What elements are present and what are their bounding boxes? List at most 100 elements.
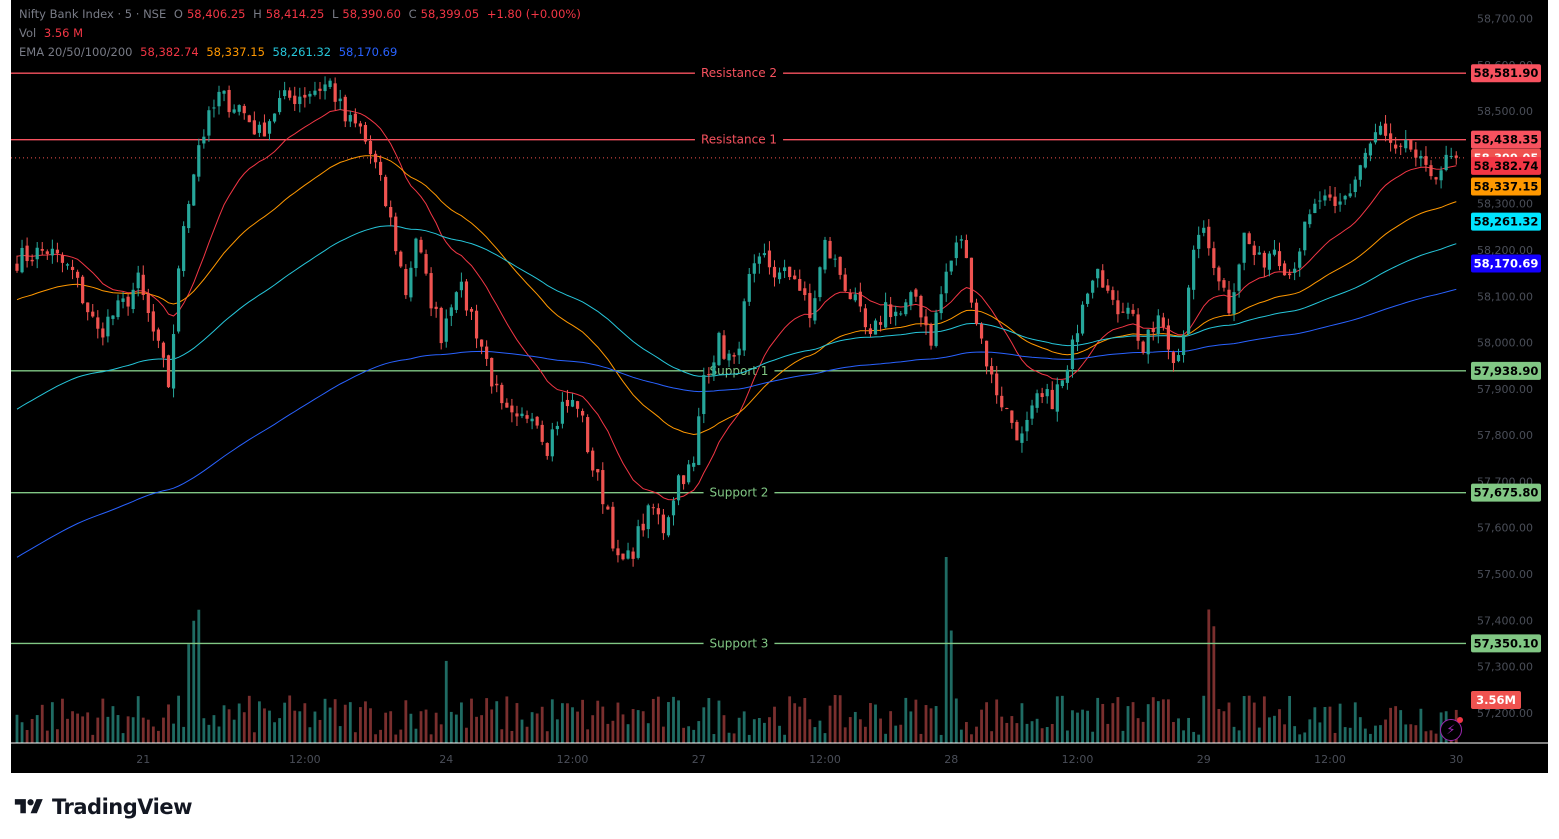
volume-bar bbox=[318, 719, 322, 743]
volume-bar bbox=[1060, 695, 1064, 743]
volume-bar bbox=[313, 711, 317, 743]
candle-body bbox=[717, 332, 721, 366]
candle-body bbox=[1091, 280, 1095, 293]
candle-body bbox=[1015, 421, 1019, 441]
candle-body bbox=[949, 260, 953, 272]
candle-body bbox=[757, 256, 761, 264]
volume-bar bbox=[177, 695, 180, 743]
candle-body bbox=[1030, 405, 1034, 419]
volume-bar bbox=[1343, 727, 1347, 743]
volume-bar bbox=[1091, 731, 1095, 743]
candle-body bbox=[540, 424, 544, 442]
ohlc-close-value: 58,399.05 bbox=[420, 7, 480, 21]
candle-body bbox=[288, 90, 292, 98]
candle-body bbox=[156, 329, 160, 341]
volume-bar bbox=[853, 711, 857, 743]
volume-bar bbox=[1172, 722, 1175, 743]
volume-bar bbox=[571, 707, 574, 743]
volume-bar bbox=[1066, 730, 1069, 743]
candle-body bbox=[1197, 234, 1201, 249]
volume-bar bbox=[823, 733, 827, 743]
candle-body bbox=[343, 96, 347, 122]
candle-body bbox=[985, 340, 989, 367]
volume-bar bbox=[71, 711, 74, 743]
ohlc-open-value: 58,406.25 bbox=[186, 7, 246, 21]
volume-bar bbox=[778, 725, 781, 743]
volume-bar bbox=[1348, 727, 1352, 743]
volume-bar bbox=[500, 729, 504, 743]
tradingview-wordmark: TradingView bbox=[52, 795, 192, 819]
candle-body bbox=[384, 176, 388, 207]
volume-bar bbox=[146, 719, 150, 743]
ohlc-low-value: 58,390.60 bbox=[342, 7, 401, 21]
volume-bar bbox=[1202, 695, 1206, 743]
level-label: Resistance 2 bbox=[701, 66, 777, 80]
ohlc-close-label: C bbox=[408, 7, 417, 21]
candle-body bbox=[1277, 251, 1282, 267]
candle-body bbox=[414, 238, 418, 269]
candle-body bbox=[242, 105, 246, 114]
candle-body bbox=[424, 254, 428, 274]
candle-body bbox=[252, 120, 256, 135]
candle-body bbox=[439, 307, 443, 344]
volume-bar bbox=[96, 717, 100, 743]
candle-body bbox=[909, 292, 913, 305]
volume-bar bbox=[717, 700, 721, 743]
volume-bar bbox=[980, 709, 983, 743]
candle-body bbox=[525, 415, 529, 419]
volume-bar bbox=[742, 711, 746, 743]
ema-layer bbox=[16, 108, 1457, 558]
candle-body bbox=[1288, 273, 1292, 276]
candle-body bbox=[1171, 352, 1176, 364]
candle-body bbox=[348, 115, 352, 122]
candle-body bbox=[1247, 233, 1251, 245]
volume-bar bbox=[515, 703, 519, 743]
volume-bar bbox=[1040, 728, 1044, 743]
volume-bar bbox=[30, 718, 34, 743]
volume-bar bbox=[1005, 722, 1009, 743]
candle-body bbox=[1353, 179, 1357, 192]
volume-bar bbox=[773, 706, 776, 743]
volume-bar bbox=[258, 701, 261, 743]
candle-body bbox=[207, 110, 211, 136]
candle-body bbox=[1161, 317, 1165, 327]
candle-body bbox=[661, 514, 665, 534]
volume-bar bbox=[990, 731, 994, 743]
flash-icon[interactable]: ⚡ bbox=[1440, 719, 1462, 741]
candle-body bbox=[823, 239, 827, 270]
candle-body bbox=[747, 274, 751, 302]
y-tick-label: 57,800.00 bbox=[1477, 429, 1533, 442]
volume-bar bbox=[540, 706, 544, 743]
chart-panel[interactable]: Resistance 2 Resistance 1 Support 1 Support… bbox=[11, 0, 1548, 773]
level-label-bg bbox=[694, 66, 784, 81]
volume-bar bbox=[126, 716, 130, 743]
candle-body bbox=[732, 355, 736, 357]
volume-bar bbox=[1434, 733, 1438, 743]
candle-body bbox=[555, 425, 559, 430]
candle-body bbox=[1116, 300, 1120, 315]
volume-bar bbox=[293, 710, 297, 743]
candle-body bbox=[621, 553, 625, 560]
candle-body bbox=[1025, 419, 1029, 432]
candle-body bbox=[828, 240, 832, 259]
ema200-line bbox=[16, 288, 1457, 558]
candle-body bbox=[177, 268, 181, 332]
volume-bar bbox=[626, 724, 630, 743]
candle-body bbox=[530, 418, 534, 422]
candle-body bbox=[1222, 280, 1226, 288]
candle-body bbox=[373, 153, 378, 163]
candle-body bbox=[974, 302, 979, 325]
volume-bar bbox=[1096, 697, 1100, 743]
volume-bar bbox=[25, 730, 29, 743]
candle-body bbox=[803, 288, 807, 296]
volume-bar bbox=[439, 724, 443, 743]
candle-body bbox=[863, 308, 867, 328]
tradingview-logo[interactable]: TradingView bbox=[12, 793, 192, 821]
level-price-tag-bg bbox=[1471, 130, 1541, 149]
volume-bar bbox=[581, 699, 584, 743]
volume-bar bbox=[672, 696, 675, 743]
volume-bar bbox=[485, 698, 489, 743]
volume-bar bbox=[1151, 697, 1155, 743]
